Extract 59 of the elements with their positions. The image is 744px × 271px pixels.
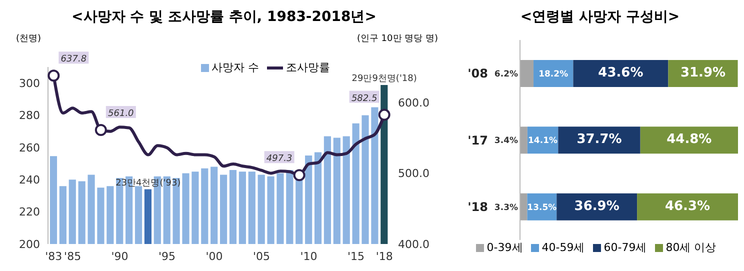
x-tick-label: '90 <box>111 250 128 263</box>
y2-tick-label: 600.0 <box>398 96 430 110</box>
y-tick-label: '08 <box>468 66 488 81</box>
x-tick-label: '10 <box>300 250 318 263</box>
y2-tick-label: 500.0 <box>398 167 430 180</box>
y-tick-label: '17 <box>468 133 488 148</box>
data-label: 582.5 <box>351 94 378 104</box>
point <box>378 108 390 121</box>
data-label: 6.2% <box>494 70 518 80</box>
y-tick-label: 260 <box>19 141 40 154</box>
data-label: 497.3 <box>266 154 292 164</box>
y-tick-label: 220 <box>19 206 40 219</box>
legend-label: 40-59세 <box>540 240 585 255</box>
bar <box>573 60 668 87</box>
point <box>48 70 60 82</box>
y-tick-label: 200 <box>19 238 40 251</box>
data-label: 43.6% <box>598 66 644 80</box>
data-label: 3.3% <box>494 202 518 213</box>
data-label: 3.4% <box>494 136 518 146</box>
annotation: 29만9천명('18) <box>352 74 417 84</box>
bar <box>520 193 528 220</box>
data-label: 46.3% <box>664 198 710 214</box>
legend-label: 80세 이상 <box>664 240 716 255</box>
data-label: 13.5% <box>527 202 558 213</box>
point <box>94 124 107 136</box>
bar <box>520 60 534 87</box>
bar <box>640 126 738 154</box>
legend-label: 사망자 수 <box>210 60 259 75</box>
legend-label: 0-39세 <box>486 240 523 255</box>
chart-title: <연령별 사망자 구성비> <box>519 8 681 27</box>
x-tick-label: '83 <box>45 250 62 263</box>
y2-tick-label: 400.0 <box>398 238 430 251</box>
data-label: 18.2% <box>538 70 569 80</box>
legend-label: 조사망률 <box>285 60 330 75</box>
y-tick-label: 240 <box>19 174 40 187</box>
data-label: 37.7% <box>576 132 622 148</box>
y2-axis-title: (인구 10만 명당 명) <box>356 33 438 45</box>
x-tick-label: '05 <box>253 250 270 263</box>
x-tick-label: '00 <box>206 250 223 263</box>
point <box>293 169 306 182</box>
x-tick-label: '95 <box>158 250 176 263</box>
data-label: 637.8 <box>60 54 87 65</box>
y-tick-label: '18 <box>468 200 488 214</box>
legend-label: 60-79세 <box>602 240 647 255</box>
y-tick-label: 300 <box>19 76 40 90</box>
chart-title: <사망자 수 및 조사망률 추이, 1983-2018년> <box>70 8 378 27</box>
data-label: 31.9% <box>680 66 726 80</box>
data-label: 36.9% <box>574 198 620 214</box>
bar <box>520 126 528 154</box>
y-tick-label: 280 <box>19 109 40 122</box>
x-tick-label: '15 <box>347 250 365 263</box>
data-label: 44.8% <box>666 132 712 148</box>
x-tick-label: '18 <box>376 250 393 263</box>
data-label: 561.0 <box>108 109 134 120</box>
bar <box>637 193 738 220</box>
y-axis-title: (천명) <box>16 33 42 45</box>
data-label: 14.1% <box>528 136 558 146</box>
x-tick-label: '85 <box>64 250 82 263</box>
bar <box>558 126 640 154</box>
